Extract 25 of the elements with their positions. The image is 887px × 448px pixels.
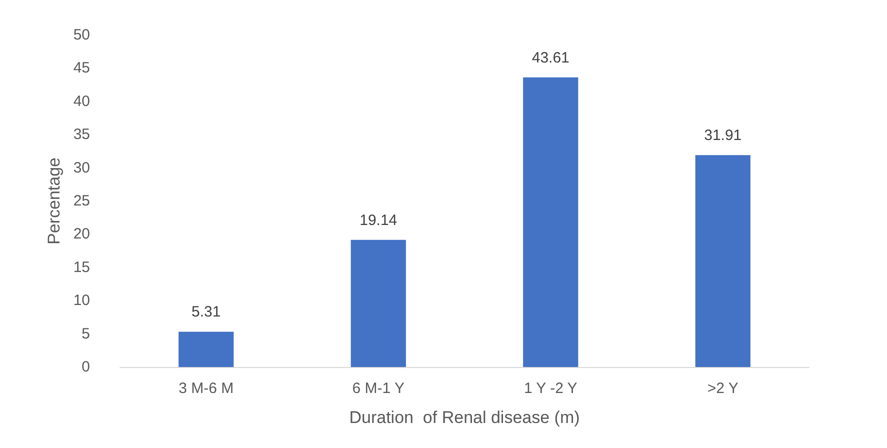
y-tick-label: 25 [73,192,90,210]
x-tick-label: 1 Y -2 Y [524,380,578,397]
y-tick-label: 45 [73,60,90,77]
y-tick-label: 10 [73,292,90,310]
data-label: 19.14 [360,212,398,229]
y-tick-label: 50 [73,26,90,44]
bar [350,240,406,367]
data-label: 31.91 [704,127,742,144]
data-label: 5.31 [192,304,221,321]
x-tick-label: >2 Y [707,380,738,397]
x-axis-title: Duration of Renal disease (m) [349,408,580,427]
y-tick-label: 0 [82,358,90,376]
bar [523,77,578,367]
y-tick-label: 20 [73,226,90,243]
y-tick-label: 30 [73,159,90,176]
bar [695,155,750,367]
x-tick-label: 3 M-6 M [178,380,234,397]
y-tick-label: 15 [73,258,90,276]
bar [178,332,234,367]
y-tick-label: 5 [82,325,90,342]
y-axis-title: Percentage [44,158,64,244]
y-tick-label: 35 [73,126,90,144]
x-tick-label: 6 M-1 Y [352,380,404,397]
data-label: 43.61 [532,49,570,66]
y-tick-label: 40 [73,92,90,110]
